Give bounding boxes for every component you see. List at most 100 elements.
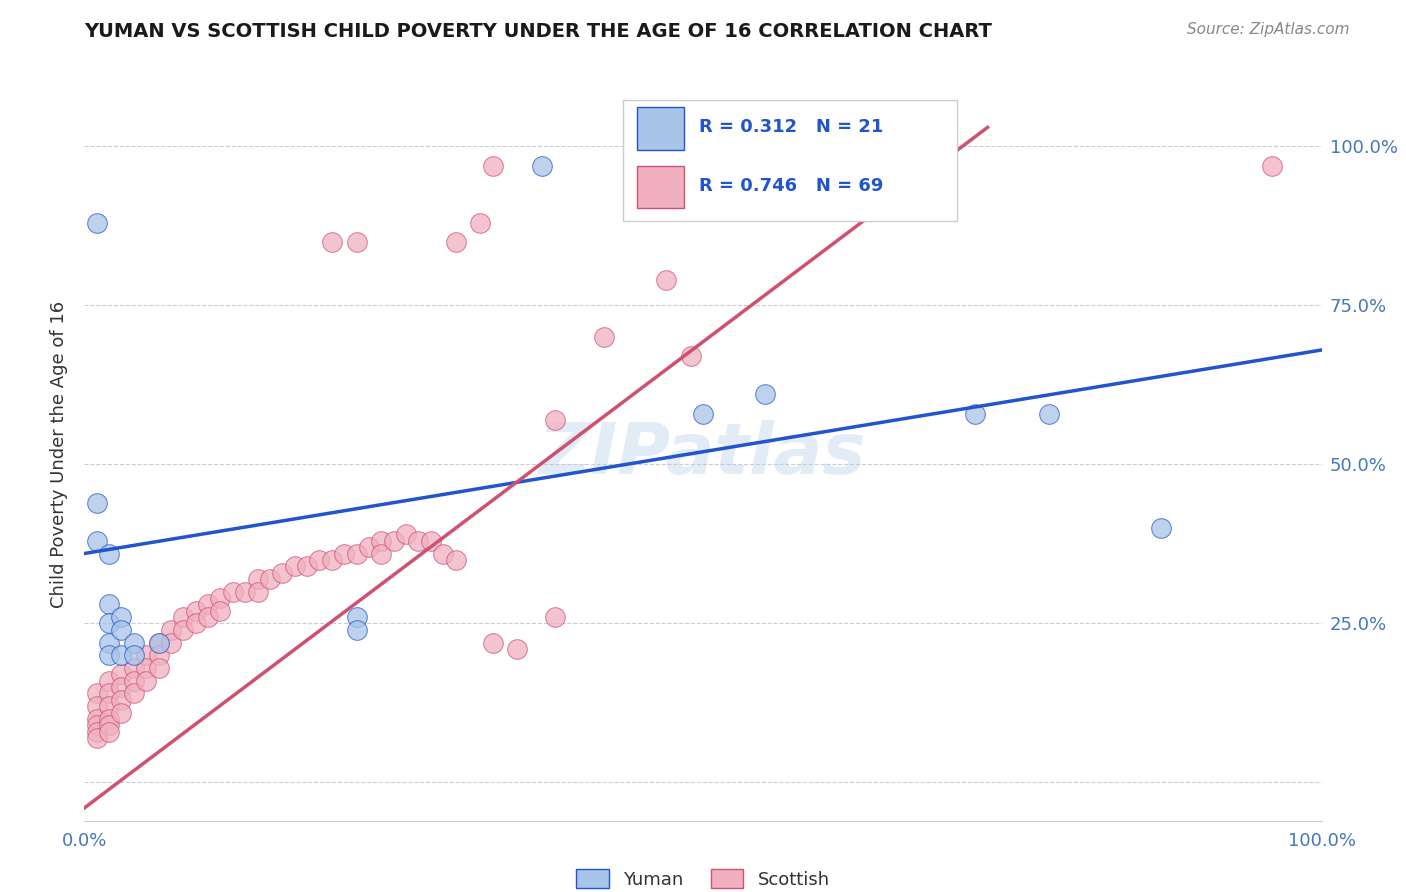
Point (1150, 521, 1173, 535)
Text: R = 0.746   N = 69: R = 0.746 N = 69 (699, 178, 883, 195)
Point (86, 495, 108, 509)
Point (122, 635, 145, 649)
Point (308, 553, 330, 567)
Point (965, 407, 987, 421)
Point (184, 616, 207, 631)
Point (148, 661, 170, 675)
Point (209, 604, 232, 618)
Point (98, 635, 121, 649)
Point (692, 407, 714, 421)
Point (246, 572, 269, 586)
Point (86, 712, 108, 726)
Point (382, 533, 405, 548)
Point (1261, 159, 1284, 173)
Point (110, 648, 132, 663)
Point (370, 533, 392, 548)
Point (543, 413, 565, 427)
Point (98, 686, 121, 700)
Point (98, 712, 121, 726)
Point (679, 349, 702, 363)
Point (122, 673, 145, 688)
Point (110, 693, 132, 707)
Point (333, 547, 356, 561)
Point (86, 533, 108, 548)
Point (98, 699, 121, 714)
Point (470, 216, 492, 230)
Text: Source: ZipAtlas.com: Source: ZipAtlas.com (1187, 22, 1350, 37)
Point (98, 598, 121, 612)
Point (481, 159, 503, 173)
Point (110, 667, 132, 681)
Point (444, 235, 467, 249)
Point (321, 553, 343, 567)
Point (98, 724, 121, 739)
FancyBboxPatch shape (637, 108, 685, 150)
Point (86, 216, 108, 230)
Point (370, 547, 392, 561)
Point (148, 635, 170, 649)
Point (209, 591, 232, 605)
Point (346, 235, 368, 249)
FancyBboxPatch shape (623, 100, 956, 221)
Point (86, 699, 108, 714)
Point (122, 648, 145, 663)
Point (655, 273, 678, 287)
Point (222, 584, 245, 599)
Point (346, 547, 368, 561)
Point (86, 731, 108, 745)
Point (110, 610, 132, 624)
Point (184, 604, 207, 618)
Point (259, 572, 281, 586)
Point (98, 673, 121, 688)
Point (122, 686, 145, 700)
Point (98, 718, 121, 732)
Point (148, 648, 170, 663)
Point (754, 387, 776, 401)
Point (357, 540, 380, 554)
Point (86, 686, 108, 700)
Point (284, 559, 307, 574)
Point (110, 680, 132, 694)
Point (135, 648, 157, 663)
Legend: Yuman, Scottish: Yuman, Scottish (569, 862, 837, 892)
Point (444, 553, 467, 567)
Point (432, 547, 454, 561)
Point (160, 635, 183, 649)
Point (271, 566, 294, 580)
Text: R = 0.312   N = 21: R = 0.312 N = 21 (699, 118, 883, 136)
FancyBboxPatch shape (637, 166, 685, 209)
Point (321, 235, 343, 249)
Point (86, 718, 108, 732)
Point (506, 641, 529, 656)
Point (295, 559, 318, 574)
Point (110, 623, 132, 637)
Point (148, 635, 170, 649)
Point (98, 547, 121, 561)
Point (172, 610, 194, 624)
Point (419, 533, 441, 548)
Point (160, 623, 183, 637)
Point (172, 623, 194, 637)
Y-axis label: Child Poverty Under the Age of 16: Child Poverty Under the Age of 16 (49, 301, 67, 608)
Point (481, 635, 503, 649)
Text: ZIPatlas: ZIPatlas (540, 420, 866, 490)
Point (543, 610, 565, 624)
Point (395, 527, 418, 541)
Point (246, 584, 269, 599)
Point (135, 661, 157, 675)
Point (346, 610, 368, 624)
Point (122, 661, 145, 675)
Point (98, 648, 121, 663)
Point (408, 533, 430, 548)
Point (1038, 407, 1060, 421)
Point (98, 616, 121, 631)
Point (197, 610, 219, 624)
Text: YUMAN VS SCOTTISH CHILD POVERTY UNDER THE AGE OF 16 CORRELATION CHART: YUMAN VS SCOTTISH CHILD POVERTY UNDER TH… (84, 22, 993, 41)
Point (110, 706, 132, 720)
Point (346, 623, 368, 637)
Point (233, 584, 256, 599)
Point (593, 330, 616, 344)
Point (135, 673, 157, 688)
Point (531, 159, 554, 173)
Point (197, 598, 219, 612)
